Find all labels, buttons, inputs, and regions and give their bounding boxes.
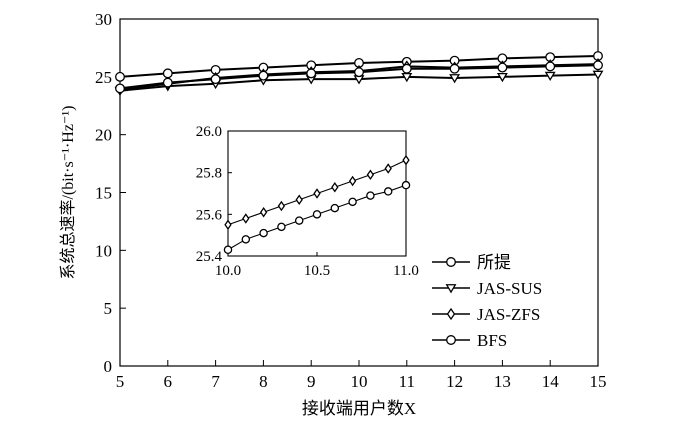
legend-marker (446, 335, 456, 345)
x-tick-label: 8 (259, 372, 268, 391)
legend-label: 所提 (477, 253, 511, 272)
inset-data-point (383, 187, 393, 196)
x-tick-label: 6 (164, 372, 173, 391)
inset-data-point (313, 188, 321, 199)
data-point (496, 72, 508, 83)
y-tick-label: 20 (95, 126, 112, 145)
legend-label: JAS-ZFS (477, 305, 540, 324)
data-point (449, 74, 461, 84)
x-tick-label: 13 (494, 372, 511, 391)
inset-data-point (330, 203, 340, 213)
inset-y-tick-label: 26.0 (196, 124, 222, 140)
legend-marker (446, 257, 456, 267)
data-point (449, 63, 460, 74)
data-point (497, 62, 508, 73)
inset-data-point (224, 219, 232, 231)
x-tick-label: 14 (542, 372, 560, 391)
inset-data-point (277, 222, 286, 232)
y-axis-label: 系统总速率/(bit·s⁻¹·Hz⁻¹) (59, 105, 77, 279)
inset-data-point (331, 181, 339, 193)
inset-data-point (348, 197, 357, 207)
data-point (593, 60, 603, 71)
y-tick-label: 30 (95, 10, 112, 29)
x-tick-label: 15 (590, 372, 607, 391)
inset-data-point (242, 213, 250, 224)
data-point (258, 70, 269, 81)
x-axis-label: 接收端用户数X (302, 399, 416, 418)
inset-data-point (223, 245, 233, 254)
data-point (115, 83, 125, 94)
data-point (354, 67, 364, 78)
data-point (306, 68, 317, 79)
legend-marker (446, 307, 456, 321)
data-point (115, 71, 125, 82)
inset-data-point (277, 200, 286, 212)
data-point (544, 71, 556, 82)
legend-label: BFS (477, 331, 507, 350)
inset-data-point (366, 191, 375, 200)
x-tick-label: 7 (211, 372, 220, 391)
y-tick-label: 10 (95, 241, 112, 260)
inset-data-point (295, 194, 303, 206)
inset-x-tick-label: 11.0 (393, 263, 419, 279)
y-tick-label: 0 (104, 357, 113, 376)
inset-data-point (241, 235, 251, 244)
legend-label: JAS-SUS (477, 279, 542, 298)
data-point (162, 68, 173, 79)
inset-data-point (348, 175, 357, 187)
inset-x-tick-label: 10.0 (215, 263, 241, 279)
x-tick-label: 5 (116, 372, 125, 391)
data-point (162, 77, 173, 88)
y-tick-label: 15 (95, 184, 112, 203)
data-point (592, 70, 604, 80)
x-tick-label: 12 (446, 372, 463, 391)
inset-data-point (259, 206, 268, 218)
inset-y-tick-label: 25.6 (196, 207, 223, 223)
inset-y-tick-label: 25.4 (196, 249, 223, 265)
x-tick-label: 10 (351, 372, 368, 391)
data-point (545, 61, 556, 72)
legend-marker (445, 284, 457, 294)
x-tick-label: 11 (399, 372, 415, 391)
inset-y-tick-label: 25.8 (196, 166, 222, 182)
inset-x-tick-label: 10.5 (304, 263, 330, 279)
inset-data-point (366, 169, 375, 181)
data-point (401, 63, 412, 74)
inset-data-point (294, 216, 304, 225)
data-point (210, 74, 221, 85)
y-tick-label: 5 (104, 299, 113, 318)
y-tick-label: 25 (95, 68, 112, 87)
inset-data-point (312, 210, 322, 219)
inset-data-point (384, 163, 392, 174)
inset-data-point (402, 154, 410, 166)
inset-data-point (401, 180, 411, 190)
inset-data-point (259, 228, 268, 238)
x-tick-label: 9 (307, 372, 316, 391)
